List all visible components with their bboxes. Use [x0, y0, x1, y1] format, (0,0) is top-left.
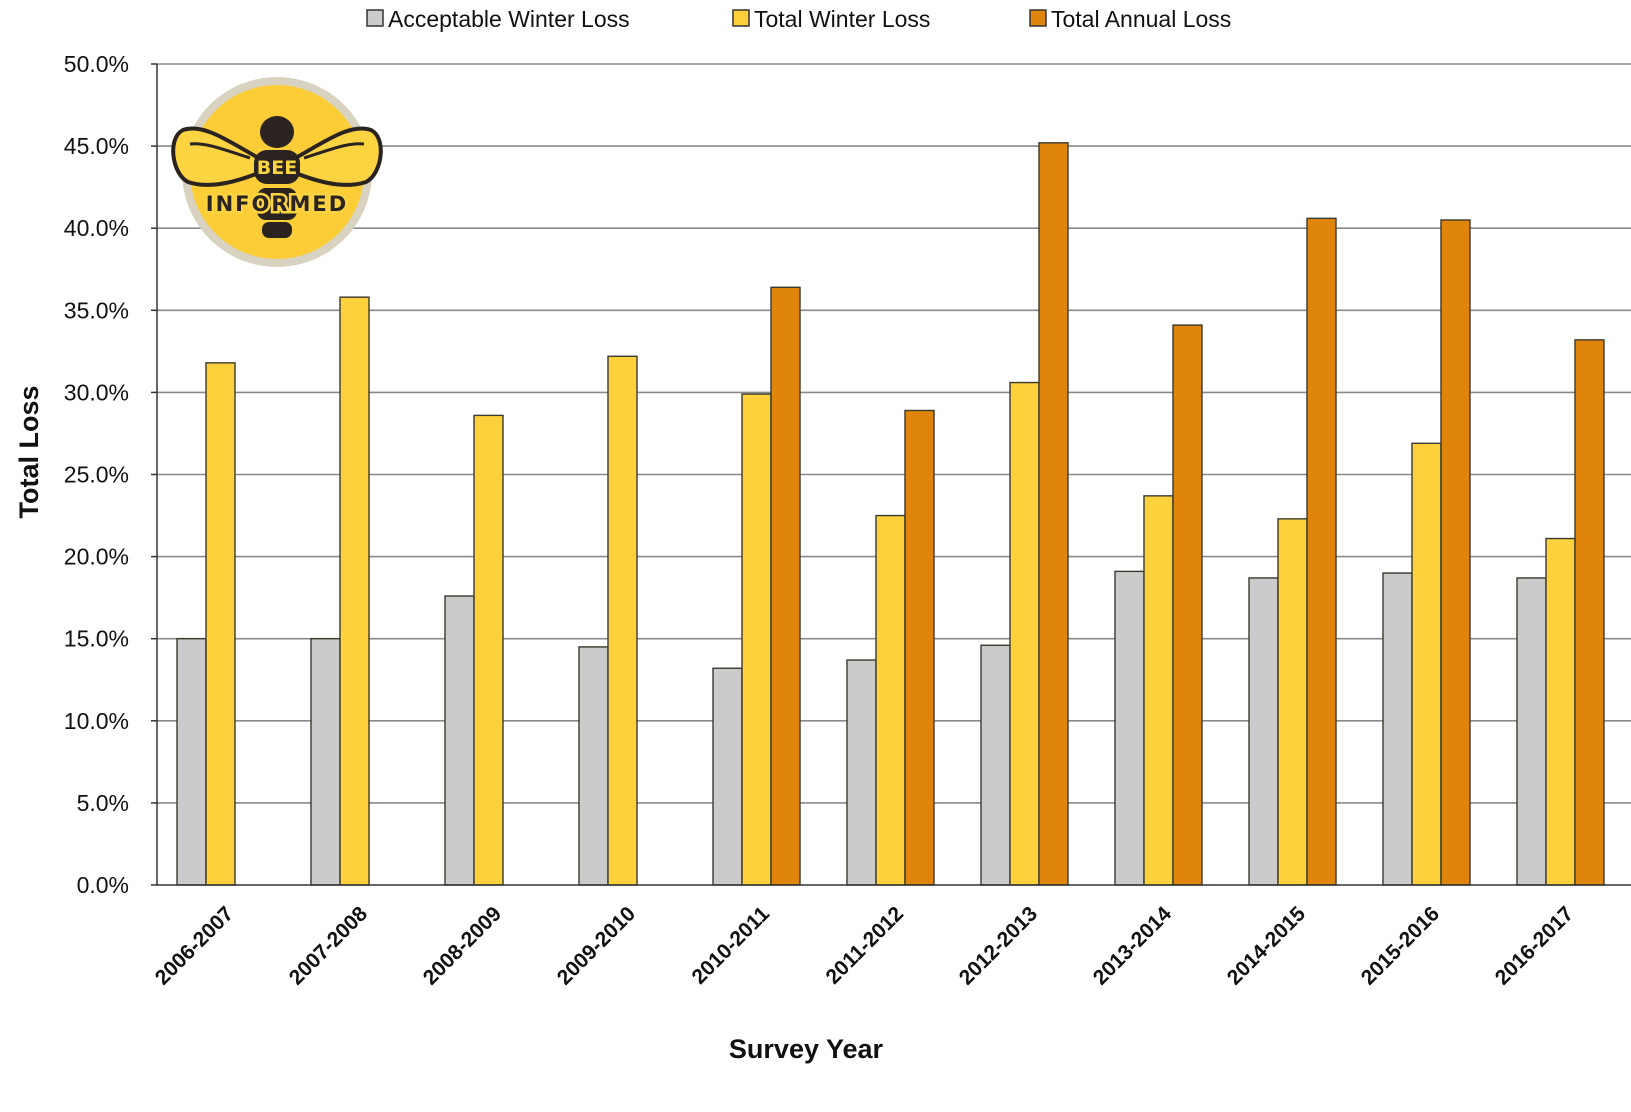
x-tick-label: 2009-2010	[553, 902, 640, 989]
x-tick-label: 2013-2014	[1089, 902, 1177, 990]
bar-acceptable-winter-loss-2016-2017	[1516, 577, 1547, 886]
bar-acceptable-winter-loss-2014-2015	[1248, 577, 1279, 886]
x-tick-label: 2008-2009	[419, 902, 506, 989]
logo-bee-head	[260, 116, 294, 148]
y-tick-label: 35.0%	[64, 297, 129, 323]
x-axis-title: Survey Year	[729, 1034, 884, 1064]
x-tick-label: 2012-2013	[955, 902, 1042, 989]
bar-total-winter-loss-2007-2008	[339, 296, 370, 886]
bar-acceptable-winter-loss-2011-2012	[846, 659, 877, 886]
bar-acceptable-winter-loss-2006-2007	[176, 638, 207, 886]
x-tick-label: 2010-2011	[688, 902, 775, 989]
bar-total-annual-loss-2013-2014	[1172, 324, 1203, 886]
legend-label-acceptable-winter-loss: Acceptable Winter Loss	[388, 6, 630, 32]
bar-acceptable-winter-loss-2010-2011	[712, 667, 743, 886]
y-tick-label: 10.0%	[64, 708, 129, 734]
bar-acceptable-winter-loss-2012-2013	[980, 644, 1011, 886]
legend-label-total-winter-loss: Total Winter Loss	[754, 6, 930, 32]
bar-total-winter-loss-2009-2010	[607, 355, 638, 886]
bar-total-winter-loss-2012-2013	[1009, 381, 1040, 886]
legend-swatch-total-winter-loss	[732, 9, 750, 27]
bar-total-annual-loss-2014-2015	[1306, 217, 1337, 886]
y-tick-label: 50.0%	[64, 51, 129, 77]
y-tick-label: 45.0%	[64, 133, 129, 159]
legend: Acceptable Winter Loss Total Winter Loss…	[366, 6, 1231, 32]
y-axis-ticks: 0.0% 5.0% 10.0% 15.0% 20.0% 25.0% 30.0% 35.0% 40…	[64, 51, 157, 898]
bar-acceptable-winter-loss-2009-2010	[578, 646, 609, 886]
y-tick-label: 25.0%	[64, 462, 129, 488]
x-tick-label: 2016-2017	[1491, 902, 1578, 989]
bar-total-winter-loss-2016-2017	[1545, 537, 1576, 886]
bar-total-winter-loss-2011-2012	[875, 514, 906, 886]
bar-total-winter-loss-2008-2009	[473, 414, 504, 886]
x-tick-label: 2006-2007	[151, 902, 238, 989]
x-axis-ticks: 2006-2007 2007-2008 2008-2009 2009-2010 2010…	[151, 902, 1578, 990]
bar-total-winter-loss-2014-2015	[1277, 518, 1308, 886]
legend-swatch-total-annual-loss	[1029, 9, 1047, 27]
y-tick-label: 15.0%	[64, 626, 129, 652]
x-tick-label: 2015-2016	[1357, 902, 1444, 989]
logo-bee-tail	[262, 222, 292, 238]
bar-acceptable-winter-loss-2007-2008	[310, 638, 341, 886]
bar-total-winter-loss-2006-2007	[205, 362, 236, 886]
bar-total-annual-loss-2015-2016	[1440, 219, 1471, 886]
legend-swatch-acceptable-winter-loss	[366, 9, 384, 27]
bar-total-annual-loss-2012-2013	[1038, 142, 1069, 886]
logo-text-informed: INFORMED	[206, 192, 348, 216]
y-tick-label: 0.0%	[77, 872, 129, 898]
y-tick-label: 30.0%	[64, 379, 129, 405]
logo-bee-thorax	[254, 150, 300, 184]
logo-bee-abdomen	[257, 188, 297, 220]
bar-acceptable-winter-loss-2008-2009	[444, 595, 475, 886]
x-tick-label: 2014-2015	[1223, 902, 1311, 990]
bar-total-annual-loss-2016-2017	[1574, 339, 1605, 886]
logo-text-bee: BEE	[257, 157, 297, 179]
y-axis-title: Total Loss	[14, 385, 44, 518]
bar-acceptable-winter-loss-2013-2014	[1114, 570, 1145, 886]
bar-total-annual-loss-2010-2011	[770, 286, 801, 886]
grid-lines	[157, 63, 1631, 804]
bar-total-winter-loss-2013-2014	[1143, 495, 1174, 886]
y-tick-label: 20.0%	[64, 544, 129, 570]
x-tick-label: 2011-2012	[822, 902, 908, 988]
bars	[176, 142, 1605, 886]
bar-acceptable-winter-loss-2015-2016	[1382, 572, 1413, 886]
x-tick-label: 2007-2008	[285, 902, 373, 990]
bar-total-annual-loss-2011-2012	[904, 409, 935, 886]
axes	[156, 64, 1631, 886]
bar-total-winter-loss-2015-2016	[1411, 442, 1442, 886]
bar-total-winter-loss-2010-2011	[741, 393, 772, 886]
y-tick-label: 5.0%	[77, 790, 129, 816]
y-tick-label: 40.0%	[64, 215, 129, 241]
legend-label-total-annual-loss: Total Annual Loss	[1051, 6, 1231, 32]
bee-informed-logo: BEE INFORMED	[171, 77, 383, 267]
